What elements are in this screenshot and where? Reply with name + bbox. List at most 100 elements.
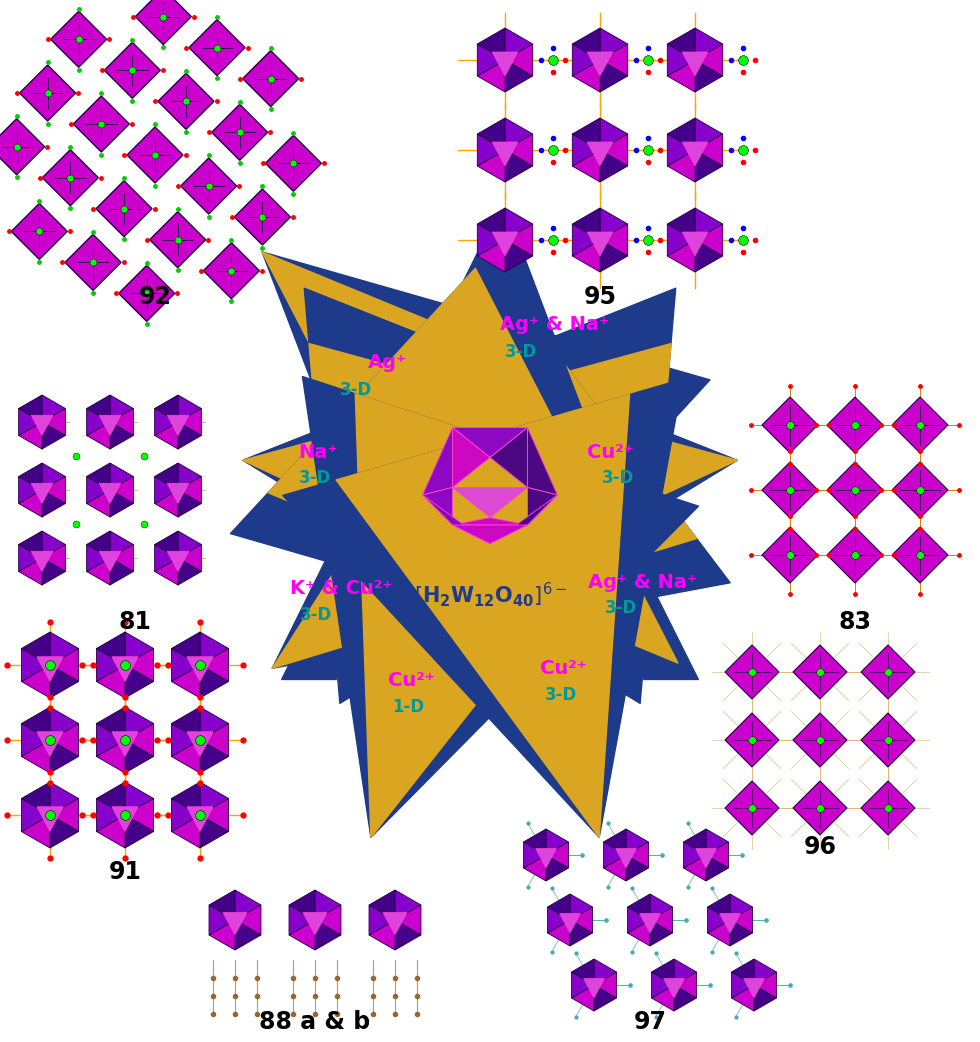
Text: 95: 95 xyxy=(583,286,616,309)
Polygon shape xyxy=(22,723,50,756)
Polygon shape xyxy=(20,65,75,121)
Polygon shape xyxy=(505,134,533,166)
Text: 97: 97 xyxy=(633,1010,666,1034)
Polygon shape xyxy=(453,488,527,518)
Polygon shape xyxy=(477,224,505,256)
Polygon shape xyxy=(187,731,214,756)
Polygon shape xyxy=(315,905,341,935)
Text: Cu²⁺: Cu²⁺ xyxy=(587,444,633,463)
Text: 83: 83 xyxy=(839,610,871,634)
Polygon shape xyxy=(674,972,697,998)
Polygon shape xyxy=(594,959,616,985)
Polygon shape xyxy=(19,408,42,436)
Polygon shape xyxy=(209,920,235,950)
Polygon shape xyxy=(50,740,78,773)
Polygon shape xyxy=(42,395,66,422)
Polygon shape xyxy=(492,232,517,256)
Polygon shape xyxy=(600,208,628,240)
Polygon shape xyxy=(570,907,593,933)
Polygon shape xyxy=(505,224,533,256)
Polygon shape xyxy=(477,150,505,182)
Polygon shape xyxy=(572,224,600,256)
Polygon shape xyxy=(96,632,125,665)
Polygon shape xyxy=(96,180,152,237)
Polygon shape xyxy=(572,44,600,76)
Polygon shape xyxy=(477,118,505,150)
Polygon shape xyxy=(51,11,107,68)
Polygon shape xyxy=(172,723,200,756)
Polygon shape xyxy=(112,731,138,756)
Polygon shape xyxy=(536,848,557,868)
Polygon shape xyxy=(793,782,847,835)
Polygon shape xyxy=(315,920,341,950)
Polygon shape xyxy=(0,119,45,175)
Polygon shape xyxy=(125,798,154,832)
Polygon shape xyxy=(50,815,78,848)
Polygon shape xyxy=(571,985,594,1011)
Polygon shape xyxy=(200,723,228,756)
Polygon shape xyxy=(505,150,533,182)
Polygon shape xyxy=(754,972,776,998)
Polygon shape xyxy=(762,462,818,518)
Polygon shape xyxy=(730,907,753,933)
Polygon shape xyxy=(663,978,684,998)
Polygon shape xyxy=(155,463,178,490)
Polygon shape xyxy=(125,632,154,665)
Polygon shape xyxy=(695,224,722,256)
Polygon shape xyxy=(793,645,847,699)
Polygon shape xyxy=(861,645,915,699)
Polygon shape xyxy=(383,913,407,935)
Polygon shape xyxy=(395,890,421,920)
Polygon shape xyxy=(74,96,129,152)
Polygon shape xyxy=(22,798,50,832)
Polygon shape xyxy=(200,798,228,832)
Polygon shape xyxy=(683,855,706,880)
Polygon shape xyxy=(235,905,261,935)
Polygon shape xyxy=(453,525,527,544)
Polygon shape xyxy=(505,118,533,150)
Polygon shape xyxy=(453,427,490,488)
Text: Ag⁺ & Na⁺: Ag⁺ & Na⁺ xyxy=(588,572,697,592)
Polygon shape xyxy=(223,913,247,935)
Polygon shape xyxy=(546,829,568,855)
Polygon shape xyxy=(200,740,228,773)
Polygon shape xyxy=(600,44,628,76)
Polygon shape xyxy=(667,150,695,182)
Text: K⁺ & Cu²⁺: K⁺ & Cu²⁺ xyxy=(290,578,393,597)
Polygon shape xyxy=(172,708,200,740)
Polygon shape xyxy=(667,44,695,76)
Polygon shape xyxy=(125,708,154,740)
Polygon shape xyxy=(19,476,42,503)
Polygon shape xyxy=(42,408,66,436)
Text: 91: 91 xyxy=(109,860,141,884)
Polygon shape xyxy=(96,815,125,848)
Polygon shape xyxy=(395,920,421,950)
Polygon shape xyxy=(572,60,600,92)
Polygon shape xyxy=(289,890,315,920)
Polygon shape xyxy=(112,656,138,681)
Polygon shape xyxy=(572,28,600,60)
Text: 81: 81 xyxy=(119,610,152,634)
Polygon shape xyxy=(204,243,260,299)
Text: 88 a & b: 88 a & b xyxy=(260,1010,370,1034)
Text: 3-D: 3-D xyxy=(300,606,332,624)
Text: 3-D: 3-D xyxy=(505,343,537,361)
Polygon shape xyxy=(110,395,133,422)
Polygon shape xyxy=(762,527,818,584)
Polygon shape xyxy=(86,531,110,559)
Polygon shape xyxy=(706,842,728,868)
Polygon shape xyxy=(892,397,948,453)
Polygon shape xyxy=(99,416,121,436)
Polygon shape xyxy=(42,150,98,205)
Polygon shape xyxy=(31,551,53,571)
Polygon shape xyxy=(86,422,110,449)
Polygon shape xyxy=(477,28,505,60)
Polygon shape xyxy=(155,559,178,585)
Polygon shape xyxy=(505,240,533,272)
Polygon shape xyxy=(31,483,53,503)
Polygon shape xyxy=(96,708,125,740)
Polygon shape xyxy=(369,905,395,935)
Polygon shape xyxy=(523,855,546,880)
Polygon shape xyxy=(827,527,883,584)
Polygon shape xyxy=(477,60,505,92)
